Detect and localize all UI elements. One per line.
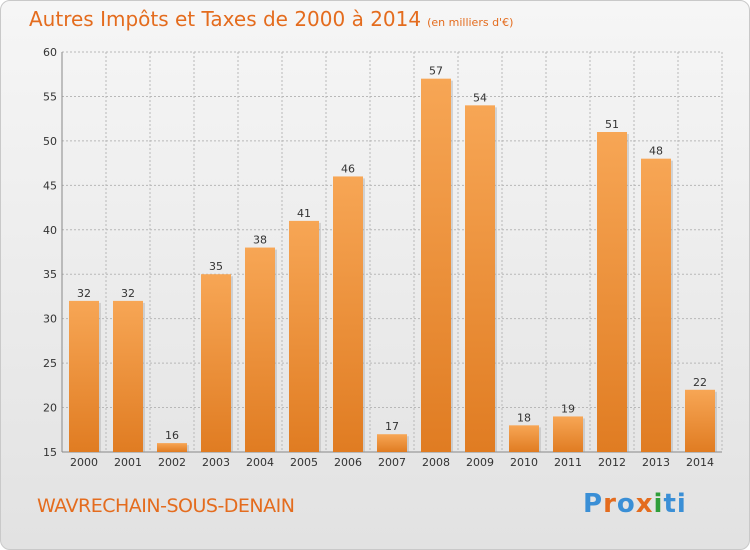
x-tick-label: 2000	[70, 456, 98, 469]
x-tick-label: 2005	[290, 456, 318, 469]
y-tick-label: 20	[43, 402, 57, 415]
bar-2014	[685, 389, 715, 452]
y-tick-label: 30	[43, 313, 57, 326]
x-tick-label: 2011	[554, 456, 582, 469]
data-label: 32	[121, 287, 135, 300]
data-label: 38	[253, 234, 267, 247]
bar-2001	[113, 300, 143, 452]
bar-2004	[245, 247, 275, 452]
logo-letter: t	[663, 489, 677, 519]
x-tick-label: 2008	[422, 456, 450, 469]
proxiti-logo[interactable]: Proxiti	[583, 489, 687, 519]
location-name: WAVRECHAIN-SOUS-DENAIN	[37, 495, 295, 517]
bar-2008	[421, 78, 451, 453]
y-tick-label: 45	[43, 179, 57, 192]
bar-2011	[553, 416, 583, 452]
y-tick-label: 60	[43, 46, 57, 59]
data-label: 48	[649, 145, 663, 158]
logo-letter: i	[653, 489, 664, 519]
bar-2012	[597, 132, 627, 452]
logo-letter: o	[616, 489, 636, 519]
x-tick-label: 2003	[202, 456, 230, 469]
x-tick-label: 2002	[158, 456, 186, 469]
bar-2003	[201, 274, 231, 452]
grid-lines	[61, 51, 723, 453]
data-label: 17	[385, 420, 399, 433]
data-labels: 32 32 16 35 38 41 46 17 57 54 18 19 51 48 22	[77, 65, 707, 442]
bars	[69, 78, 717, 453]
x-tick-label: 2012	[598, 456, 626, 469]
x-tick-label: 2007	[378, 456, 406, 469]
bar-2013	[641, 158, 671, 452]
data-label: 16	[165, 429, 179, 442]
bar-2000	[69, 300, 99, 452]
data-label: 54	[473, 91, 487, 104]
x-tick-label: 2010	[510, 456, 538, 469]
chart-title: Autres Impôts et Taxes de 2000 à 2014 (en…	[29, 7, 513, 31]
logo-letter: r	[603, 489, 617, 519]
data-label: 22	[693, 376, 707, 389]
y-tick-label: 35	[43, 268, 57, 281]
x-tick-label: 2014	[686, 456, 714, 469]
bar-2010	[509, 425, 539, 452]
bar-2005	[289, 220, 319, 452]
logo-letter: x	[635, 489, 654, 519]
data-label: 57	[429, 65, 443, 78]
y-tick-label: 25	[43, 357, 57, 370]
data-label: 18	[517, 411, 531, 424]
bar-2002	[157, 443, 187, 452]
x-tick-label: 2009	[466, 456, 494, 469]
data-label: 35	[209, 260, 223, 273]
x-tick-label: 2001	[114, 456, 142, 469]
data-label: 19	[561, 402, 575, 415]
bar-2009	[465, 105, 495, 452]
data-label: 51	[605, 118, 619, 131]
axes: 15 20 25 30 35 40 45 50 55 60 2000 2001 2002 2003 2004…	[43, 46, 722, 469]
x-tick-label: 2013	[642, 456, 670, 469]
data-label: 41	[297, 207, 311, 220]
data-label: 32	[77, 287, 91, 300]
y-tick-label: 15	[43, 446, 57, 459]
logo-letter: i	[676, 489, 687, 519]
x-tick-label: 2006	[334, 456, 362, 469]
title-text: Autres Impôts et Taxes de 2000 à 2014	[29, 7, 422, 31]
bar-2006	[333, 176, 363, 452]
logo-letter: P	[583, 489, 604, 519]
bar-2007	[377, 434, 407, 452]
y-tick-label: 40	[43, 224, 57, 237]
data-label: 46	[341, 162, 355, 175]
title-unit: (en milliers d'€)	[427, 16, 514, 29]
x-tick-label: 2004	[246, 456, 274, 469]
y-tick-label: 55	[43, 90, 57, 103]
y-tick-label: 50	[43, 135, 57, 148]
